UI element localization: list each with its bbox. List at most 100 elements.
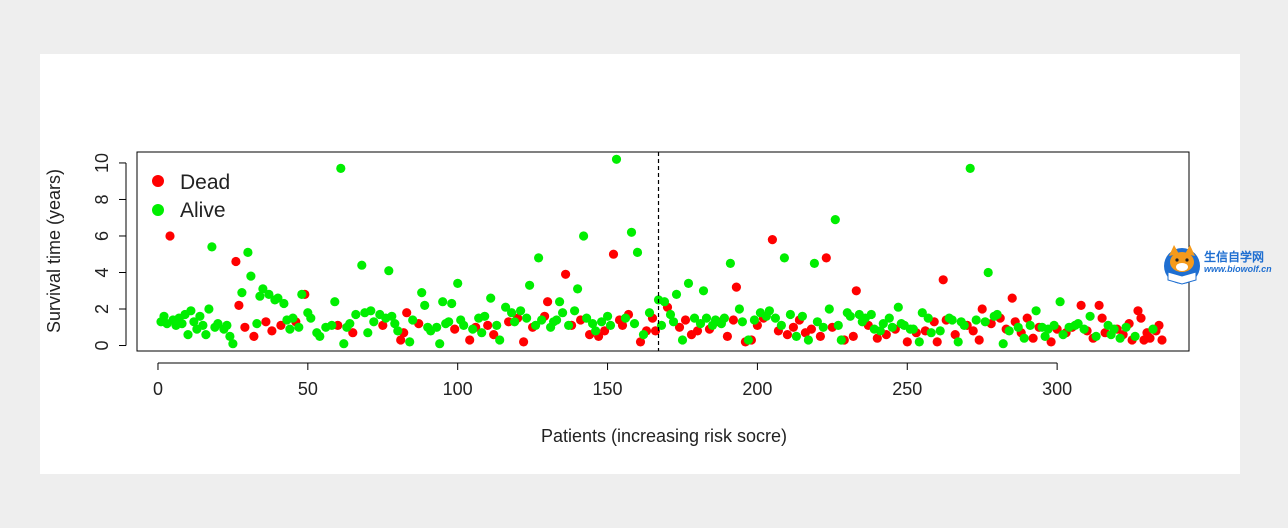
point-dead	[974, 335, 984, 345]
point-dead	[267, 326, 277, 336]
points-layer	[156, 154, 1167, 349]
point-alive	[797, 311, 808, 321]
x-tick-label: 250	[892, 379, 922, 399]
point-alive	[336, 163, 346, 173]
point-alive	[447, 298, 457, 309]
point-alive	[1130, 331, 1140, 341]
point-alive	[189, 317, 199, 327]
point-alive	[288, 313, 298, 323]
point-alive	[620, 313, 631, 323]
point-alive	[812, 317, 823, 327]
point-alive	[573, 284, 583, 294]
point-alive	[683, 278, 694, 288]
point-alive	[537, 315, 547, 325]
point-alive	[698, 286, 709, 296]
point-alive	[579, 231, 589, 241]
wolf-book-logo-icon	[1164, 245, 1200, 285]
watermark-url: www.biowolf.cn	[1204, 264, 1272, 274]
point-dead	[674, 322, 685, 332]
point-alive	[213, 319, 223, 329]
point-alive	[294, 322, 304, 332]
point-dead	[1136, 313, 1146, 323]
point-alive	[743, 335, 754, 345]
point-alive	[255, 291, 265, 301]
point-dead	[231, 256, 241, 267]
point-dead	[1007, 293, 1017, 303]
point-alive	[552, 315, 562, 325]
x-tick-label: 200	[742, 379, 772, 399]
point-dead	[851, 286, 861, 296]
point-dead	[261, 317, 271, 327]
point-alive	[363, 328, 373, 338]
point-alive	[369, 317, 379, 327]
point-alive	[201, 330, 211, 340]
point-alive	[477, 328, 487, 338]
y-tick-label: 6	[92, 231, 112, 241]
point-dead	[240, 322, 250, 332]
point-alive	[237, 288, 247, 298]
point-dead	[378, 320, 388, 330]
point-alive	[501, 302, 511, 312]
point-alive	[588, 319, 598, 329]
point-alive	[926, 328, 936, 338]
point-dead	[1076, 300, 1086, 310]
legend-marker-alive	[152, 204, 164, 216]
point-alive	[878, 319, 888, 329]
point-alive	[785, 309, 796, 320]
point-alive	[339, 339, 349, 349]
point-dead	[249, 331, 259, 341]
point-alive	[866, 309, 876, 320]
point-alive	[1148, 324, 1158, 334]
point-dead	[402, 308, 412, 318]
point-alive	[1049, 320, 1059, 330]
point-dead	[932, 337, 942, 347]
point-dead	[600, 326, 610, 336]
point-alive	[351, 309, 361, 320]
point-dead	[692, 326, 703, 336]
point-alive	[492, 320, 502, 330]
point-alive	[198, 320, 208, 330]
point-dead	[1157, 335, 1167, 345]
point-alive	[605, 320, 616, 330]
point-alive	[965, 163, 975, 173]
point-dead	[902, 337, 912, 347]
point-alive	[779, 253, 790, 263]
point-dead	[543, 297, 553, 307]
point-alive	[914, 337, 924, 347]
point-dead	[680, 315, 691, 325]
point-alive	[818, 322, 828, 332]
point-alive	[803, 335, 814, 345]
point-alive	[417, 288, 427, 298]
point-alive	[582, 313, 592, 323]
point-alive	[297, 289, 307, 299]
point-alive	[345, 319, 355, 329]
point-dead	[782, 330, 793, 340]
point-dead	[1133, 306, 1143, 316]
point-alive	[468, 324, 478, 334]
point-alive	[243, 247, 253, 257]
point-alive	[315, 331, 325, 341]
point-alive	[555, 297, 565, 307]
point-alive	[510, 317, 520, 327]
legend-marker-dead	[152, 175, 164, 187]
point-alive	[971, 315, 981, 325]
point-dead	[483, 320, 493, 330]
point-alive	[222, 320, 232, 330]
point-dead	[767, 235, 778, 245]
point-alive	[695, 319, 706, 329]
point-dead	[1046, 337, 1056, 347]
point-dead	[731, 282, 742, 292]
point-alive	[591, 326, 601, 336]
point-alive	[306, 313, 316, 323]
point-alive	[507, 308, 517, 318]
point-dead	[348, 328, 358, 338]
point-alive	[719, 313, 730, 323]
point-dead	[950, 330, 960, 340]
point-dead	[465, 335, 475, 345]
y-axis: 0 2 4 6 8 10	[92, 153, 127, 351]
point-alive	[908, 324, 918, 334]
point-alive	[1058, 330, 1068, 340]
point-alive	[1085, 311, 1095, 321]
y-tick-label: 2	[92, 304, 112, 314]
point-dead	[977, 304, 987, 314]
